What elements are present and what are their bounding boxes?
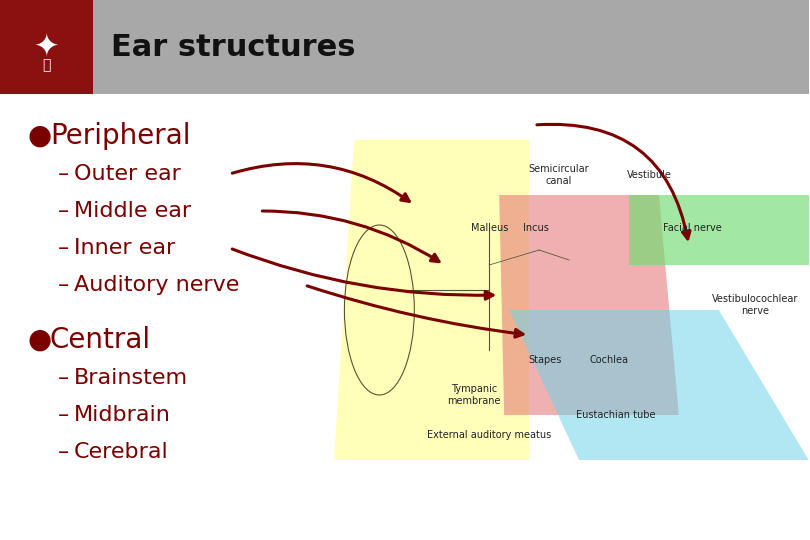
Bar bbox=[0, 0, 93, 94]
Text: Inner ear: Inner ear bbox=[74, 238, 175, 258]
Text: –: – bbox=[58, 201, 69, 221]
Text: Malleus: Malleus bbox=[471, 223, 508, 233]
Text: Facial nerve: Facial nerve bbox=[663, 223, 723, 233]
Text: External auditory meatus: External auditory meatus bbox=[427, 430, 552, 440]
Text: Auditory nerve: Auditory nerve bbox=[74, 275, 239, 295]
Text: –: – bbox=[58, 238, 69, 258]
Text: ●: ● bbox=[28, 326, 52, 354]
Polygon shape bbox=[335, 140, 529, 460]
Text: ●: ● bbox=[28, 122, 52, 150]
Text: Midbrain: Midbrain bbox=[74, 405, 171, 425]
Bar bbox=[0, 0, 808, 94]
Polygon shape bbox=[499, 195, 679, 415]
Text: Vestibulocochlear
nerve: Vestibulocochlear nerve bbox=[711, 294, 798, 316]
Text: Cerebral: Cerebral bbox=[74, 442, 168, 462]
Text: –: – bbox=[58, 405, 69, 425]
Text: Vestibule: Vestibule bbox=[626, 170, 671, 180]
Text: Brainstem: Brainstem bbox=[74, 368, 188, 388]
Text: Ear structures: Ear structures bbox=[111, 32, 356, 62]
Text: Eustachian tube: Eustachian tube bbox=[576, 410, 656, 420]
Text: Cochlea: Cochlea bbox=[590, 355, 629, 365]
Text: ✦: ✦ bbox=[34, 32, 59, 62]
Text: –: – bbox=[58, 275, 69, 295]
Text: –: – bbox=[58, 442, 69, 462]
Text: 🌿: 🌿 bbox=[42, 58, 50, 72]
Text: Semicircular
canal: Semicircular canal bbox=[529, 164, 590, 186]
Text: –: – bbox=[58, 368, 69, 388]
Text: –: – bbox=[58, 164, 69, 184]
Polygon shape bbox=[629, 195, 808, 265]
Text: Central: Central bbox=[50, 326, 151, 354]
Text: Stapes: Stapes bbox=[528, 355, 562, 365]
Bar bbox=[0, 94, 808, 540]
Text: Outer ear: Outer ear bbox=[74, 164, 181, 184]
Text: Peripheral: Peripheral bbox=[50, 122, 190, 150]
Text: Incus: Incus bbox=[523, 223, 549, 233]
Polygon shape bbox=[509, 310, 808, 460]
Text: Middle ear: Middle ear bbox=[74, 201, 191, 221]
Text: Tympanic
membrane: Tympanic membrane bbox=[447, 384, 501, 406]
